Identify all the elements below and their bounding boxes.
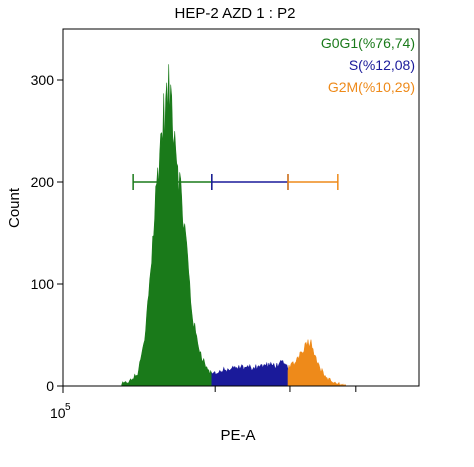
histogram-region-g2m bbox=[287, 339, 352, 387]
plot-frame bbox=[62, 28, 420, 387]
histogram-layer bbox=[121, 64, 352, 387]
x-axis bbox=[62, 386, 357, 393]
x-tick-label-exponent: 5 bbox=[65, 402, 71, 413]
chart-title: HEP-2 AZD 1 : P2 bbox=[175, 5, 296, 22]
histogram-region-g0g1 bbox=[121, 64, 213, 387]
legend-entry-g0g1: G0G1(%76,74) bbox=[321, 35, 415, 51]
y-tick-label-100: 100 bbox=[31, 276, 55, 292]
gate-markers-layer bbox=[132, 174, 339, 190]
y-axis: 0 100 200 300 bbox=[31, 72, 63, 394]
y-tick-label-200: 200 bbox=[31, 174, 55, 190]
legend-entry-g2m: G2M(%10,29) bbox=[328, 79, 415, 95]
x-tick-label-base: 10 bbox=[50, 405, 66, 421]
y-tick-label-300: 300 bbox=[31, 72, 55, 88]
legend-entry-s: S(%12,08) bbox=[349, 57, 415, 73]
histogram-region-s bbox=[211, 359, 289, 387]
y-axis-label: Count bbox=[6, 187, 23, 228]
y-tick-label-0: 0 bbox=[46, 378, 54, 394]
legend: G0G1(%76,74) S(%12,08) G2M(%10,29) bbox=[321, 35, 415, 95]
x-axis-label: PE-A bbox=[220, 427, 255, 444]
